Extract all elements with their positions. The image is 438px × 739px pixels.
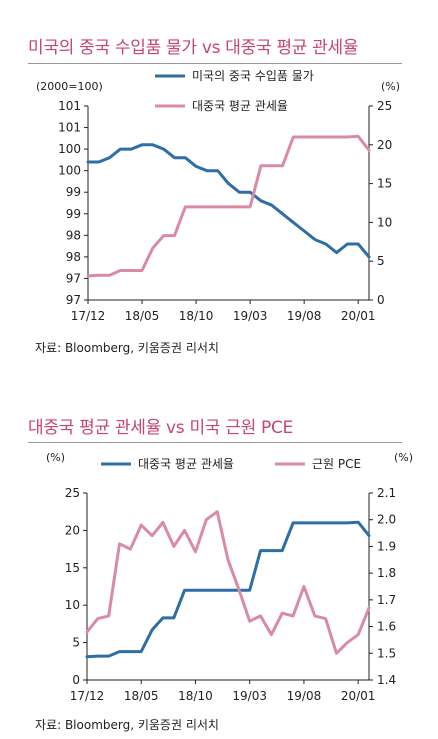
x-tick-label: 19/03 [233,309,268,323]
right-tick-label: 2.1 [377,486,396,500]
left-tick-label: 100 [58,142,81,156]
x-tick-label: 17/12 [71,309,106,323]
right-tick-label: 5 [377,254,385,268]
x-tick-label: 20/01 [341,309,376,323]
right-tick-label: 1.6 [377,620,396,634]
left-tick-label: 25 [65,486,80,500]
right-tick-label: 0 [377,293,385,307]
left-tick-label: 99 [66,207,81,221]
left-tick-label: 101 [58,99,81,113]
left-tick-label: 98 [66,250,81,264]
x-tick-label: 17/12 [70,689,105,703]
chart1-source: 자료: Bloomberg, 키움증권 리서치 [35,341,219,355]
left-tick-label: 5 [72,636,80,650]
series-line-1 [86,143,371,259]
right-unit-label: (%) [381,80,400,93]
x-tick-label: 18/05 [125,309,160,323]
chart2-source: 자료: Bloomberg, 키움증권 리서치 [35,718,219,732]
left-tick-label: 97 [66,293,81,307]
left-tick-label: 15 [65,561,80,575]
legend-label-1: 대중국 평균 관세율 [138,457,234,471]
chart1-plot: 97 97 98 98 99 99 100 100 101 101 0 5 10 15 20 25 17/12 1… [36,69,400,323]
left-unit-label: (2000=100) [36,80,103,93]
left-tick-label: 98 [66,228,81,242]
series-line-2 [85,510,371,655]
right-tick-label: 10 [377,215,392,229]
chart2-plot: 0 5 10 15 20 25 1.4 1.5 1.6 1.7 1.8 1.9 2.0 2.1 17/12 1… [46,451,413,703]
legend-label-2: 근원 PCE [312,457,361,471]
right-tick-label: 20 [377,138,392,152]
series-line-1 [85,520,371,659]
left-tick-label: 99 [66,185,81,199]
x-tick-label: 19/03 [232,689,267,703]
right-tick-label: 1.4 [377,673,396,687]
right-tick-label: 1.5 [377,646,396,660]
right-unit-label: (%) [394,451,413,464]
right-tick-label: 1.7 [377,593,396,607]
left-tick-label: 97 [66,271,81,285]
chart1-title: 미국의 중국 수입품 물가 vs 대중국 평균 관세율 [28,38,359,58]
left-tick-label: 100 [58,164,81,178]
x-tick-label: 18/05 [124,689,159,703]
right-tick-label: 2.0 [377,513,396,527]
legend-label-1: 미국의 중국 수입품 물가 [192,69,314,83]
x-tick-label: 18/10 [179,309,214,323]
x-tick-label: 20/01 [341,689,376,703]
series-line-2 [86,134,371,278]
right-tick-label: 25 [377,99,392,113]
x-tick-label: 19/08 [287,309,322,323]
right-tick-label: 15 [377,177,392,191]
right-tick-label: 1.8 [377,566,396,580]
chart2-title-rule [28,442,402,443]
legend-label-2: 대중국 평균 관세율 [192,99,288,113]
chart1-title-rule [28,63,402,64]
left-tick-label: 0 [72,673,80,687]
x-tick-label: 19/08 [287,689,322,703]
x-tick-label: 18/10 [178,689,213,703]
chart2-title: 대중국 평균 관세율 vs 미국 근원 PCE [28,418,293,438]
left-tick-label: 20 [65,523,80,537]
left-unit-label: (%) [46,451,65,464]
left-tick-label: 10 [65,598,80,612]
left-tick-label: 101 [58,121,81,135]
right-tick-label: 1.9 [377,539,396,553]
